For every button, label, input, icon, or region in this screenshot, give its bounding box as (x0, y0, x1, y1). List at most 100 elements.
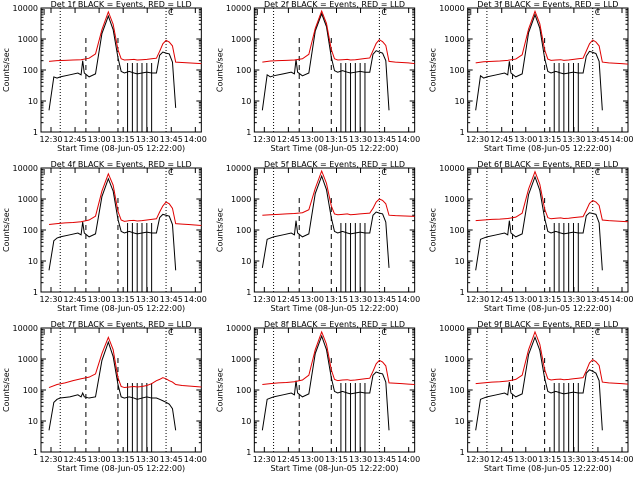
series-lld (48, 10, 202, 65)
y-tick-label: 10000 (13, 324, 38, 333)
y-axis-label: Counts/sec (429, 368, 438, 412)
frame-marker-right: C (168, 168, 174, 177)
panel-6: 1 10 100 1000 10000 12:30 12:45 13:00 13:15 13:30… (429, 160, 634, 313)
x-tick-label: 13:30 (349, 295, 372, 304)
y-tick-label: 10000 (439, 4, 464, 13)
frame-marker-left: I (470, 8, 472, 17)
y-axis-label: Counts/sec (2, 368, 11, 412)
y-tick-label: 1 (246, 128, 251, 137)
x-axis-label: Start Time (08-Jun-05 12:22:00) (57, 464, 185, 473)
y-tick-label: 10 (454, 257, 464, 266)
x-tick-label: 14:00 (397, 455, 420, 464)
y-tick-label: 1 (246, 448, 251, 457)
x-tick-label: 12:30 (253, 455, 276, 464)
x-tick-label: 13:00 (514, 295, 537, 304)
series-events (261, 12, 390, 111)
frame-marker-left: I (256, 8, 258, 17)
y-tick-label: 10000 (13, 164, 38, 173)
y-tick-label: 1000 (444, 355, 464, 364)
x-tick-label: 13:00 (301, 135, 324, 144)
x-tick-label: 12:45 (490, 135, 513, 144)
frame-marker-left: I (43, 168, 45, 177)
y-tick-label: 10000 (226, 164, 251, 173)
x-tick-label: 12:45 (277, 455, 300, 464)
x-tick-label: 13:30 (562, 455, 585, 464)
x-tick-label: 14:00 (184, 455, 207, 464)
x-tick-label: 13:45 (586, 455, 609, 464)
y-axis-label: Counts/sec (215, 368, 224, 412)
panel-5: 1 10 100 1000 10000 12:30 12:45 13:00 13:15 13:30… (215, 160, 420, 313)
series-events (48, 177, 177, 271)
series-lld (48, 335, 202, 389)
y-tick-label: 100 (236, 226, 251, 235)
series-lld (262, 169, 415, 217)
x-tick-label: 13:15 (112, 135, 135, 144)
x-tick-label: 13:15 (112, 295, 135, 304)
x-axis-label: Start Time (08-Jun-05 12:22:00) (270, 464, 398, 473)
x-tick-label: 12:45 (490, 455, 513, 464)
x-tick-label: 13:30 (349, 135, 372, 144)
y-tick-label: 100 (23, 226, 38, 235)
panel-9: 1 10 100 1000 10000 12:30 12:45 13:00 13:15 13:30… (429, 320, 634, 473)
x-tick-label: 13:00 (514, 455, 537, 464)
x-tick-label: 12:30 (253, 135, 276, 144)
y-tick-label: 100 (236, 386, 251, 395)
y-tick-label: 1000 (231, 35, 251, 44)
x-tick-label: 13:45 (586, 135, 609, 144)
series-events (48, 340, 177, 431)
y-tick-label: 10000 (13, 4, 38, 13)
x-tick-label: 12:30 (466, 455, 489, 464)
panel-title: Det 1f BLACK = Events, RED = LLD (51, 0, 192, 9)
y-tick-label: 1000 (444, 35, 464, 44)
frame-marker-left: I (470, 168, 472, 177)
x-tick-label: 14:00 (184, 135, 207, 144)
panel-4: 1 10 100 1000 10000 12:30 12:45 13:00 13:15 13:30… (2, 160, 207, 313)
y-axis-label: Counts/sec (215, 208, 224, 252)
y-tick-label: 1 (33, 288, 38, 297)
x-tick-label: 13:15 (112, 455, 135, 464)
frame-marker-right: C (595, 168, 601, 177)
x-tick-label: 13:15 (538, 135, 561, 144)
y-tick-label: 1 (460, 448, 465, 457)
x-axis-label: Start Time (08-Jun-05 12:22:00) (270, 144, 398, 153)
x-tick-label: 12:30 (39, 135, 62, 144)
y-tick-label: 100 (449, 226, 464, 235)
y-tick-label: 10 (241, 417, 251, 426)
x-tick-label: 13:45 (373, 455, 396, 464)
panel-3: 1 10 100 1000 10000 12:30 12:45 13:00 13:15 13:30… (429, 0, 634, 153)
panel-title: Det 7f BLACK = Events, RED = LLD (51, 320, 192, 329)
frame-marker-left: I (43, 8, 45, 17)
x-tick-label: 14:00 (610, 135, 633, 144)
y-tick-label: 1 (460, 288, 465, 297)
frame-marker-right: C (381, 168, 387, 177)
series-events (48, 14, 177, 111)
y-tick-label: 1000 (18, 195, 38, 204)
y-tick-label: 10 (28, 417, 38, 426)
y-tick-label: 1 (33, 448, 38, 457)
frame-marker-right: C (595, 8, 601, 17)
x-tick-label: 13:45 (586, 295, 609, 304)
x-tick-label: 13:30 (136, 295, 159, 304)
x-tick-label: 13:30 (562, 135, 585, 144)
y-axis-label: Counts/sec (2, 208, 11, 252)
y-tick-label: 1000 (444, 195, 464, 204)
frame-marker-right: C (381, 328, 387, 337)
x-tick-label: 13:45 (160, 295, 183, 304)
series-lld (262, 330, 415, 386)
y-axis-label: Counts/sec (2, 48, 11, 92)
panel-1: 1 10 100 1000 10000 12:30 12:45 13:00 13:15 13:30… (2, 0, 207, 153)
y-tick-label: 10 (454, 97, 464, 106)
y-tick-label: 10000 (439, 164, 464, 173)
panel-title: Det 8f BLACK = Events, RED = LLD (264, 320, 405, 329)
x-tick-label: 13:00 (88, 135, 111, 144)
panel-title: Det 9f BLACK = Events, RED = LLD (477, 320, 618, 329)
panel-title: Det 4f BLACK = Events, RED = LLD (51, 160, 192, 169)
y-tick-label: 10 (28, 257, 38, 266)
panel-2: 1 10 100 1000 10000 12:30 12:45 13:00 13:15 13:30… (215, 0, 420, 153)
series-lld (475, 9, 629, 65)
x-tick-label: 12:45 (64, 135, 87, 144)
x-tick-label: 13:00 (88, 295, 111, 304)
x-tick-label: 13:15 (325, 135, 348, 144)
panel-title: Det 3f BLACK = Events, RED = LLD (477, 0, 618, 9)
